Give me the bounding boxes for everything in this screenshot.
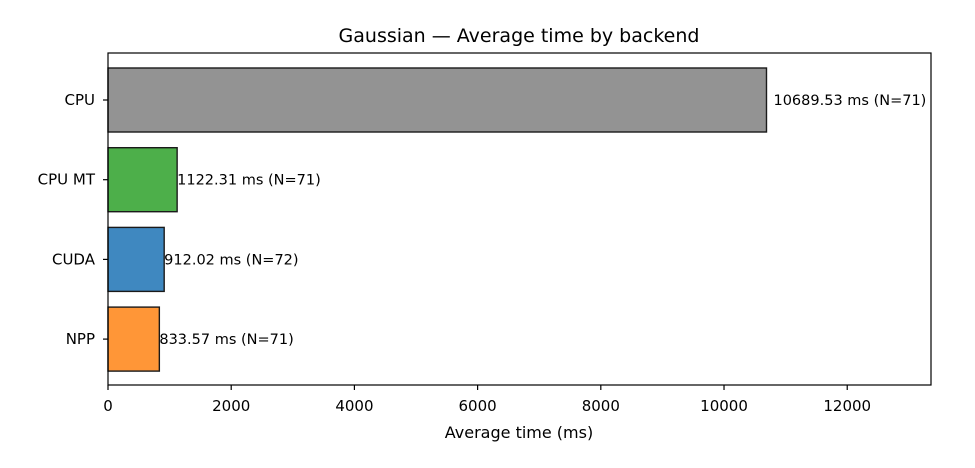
data-label-cpu: 10689.53 ms (N=71) [773,93,926,109]
bar-cpu [107,67,768,133]
data-labels: 10689.53 ms (N=71) 1122.31 ms (N=71) 912.0… [159,93,926,348]
y-tick-labels: CPU CPU MT CUDA NPP [38,91,108,348]
bar-npp [107,306,161,372]
bar-cuda [107,226,165,293]
bars-group [107,67,768,372]
x-ticks: 0 2000 4000 6000 8000 10000 12000 [103,385,871,415]
y-tick-label-cpu: CPU [65,91,96,109]
bar-cpu-mt [107,146,178,213]
x-tick-label-10000: 10000 [700,397,748,415]
x-tick-label-0: 0 [103,397,113,415]
plot-frame [107,52,932,386]
data-label-cuda: 912.02 ms (N=72) [164,252,298,268]
x-axis-label: Average time (ms) [445,423,593,442]
x-tick-label-8000: 8000 [582,397,620,415]
chart-title: Gaussian — Average time by backend [339,25,700,47]
y-tick-label-cuda: CUDA [52,250,96,268]
y-tick-label-npp: NPP [66,330,95,348]
x-tick-label-4000: 4000 [335,397,373,415]
data-label-cpu-mt: 1122.31 ms (N=71) [177,173,321,189]
x-tick-label-2000: 2000 [212,397,250,415]
x-tick-label-6000: 6000 [459,397,497,415]
y-tick-label-cpu-mt: CPU MT [38,171,96,189]
data-label-npp: 833.57 ms (N=71) [159,332,293,348]
x-tick-label-12000: 12000 [823,397,871,415]
